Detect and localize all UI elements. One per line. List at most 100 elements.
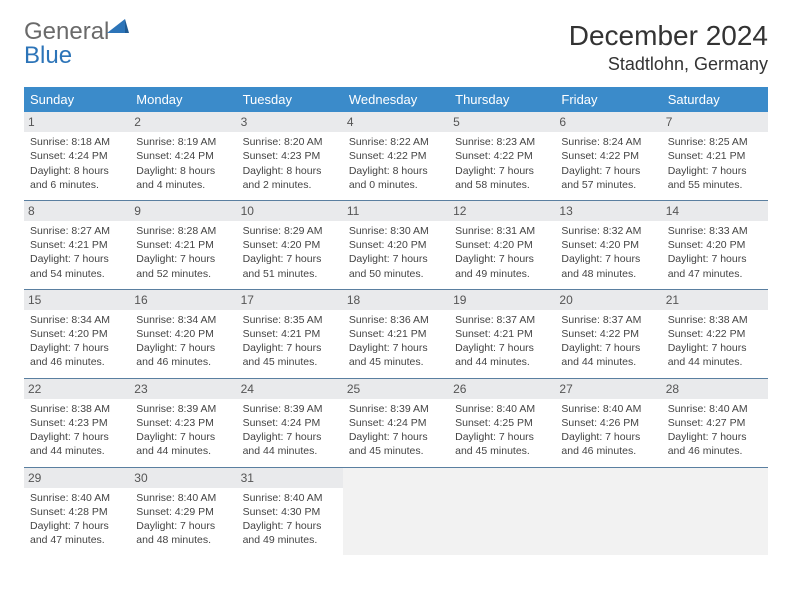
calendar-cell xyxy=(343,467,449,555)
calendar-row: 1Sunrise: 8:18 AMSunset: 4:24 PMDaylight… xyxy=(24,112,768,200)
day-number: 4 xyxy=(343,112,449,132)
sunrise-text: Sunrise: 8:25 AM xyxy=(668,135,762,149)
daylight-text: Daylight: 7 hours and 48 minutes. xyxy=(136,519,230,547)
sunset-text: Sunset: 4:24 PM xyxy=(30,149,124,163)
day-number: 25 xyxy=(343,379,449,399)
day-number: 15 xyxy=(24,290,130,310)
calendar-cell: 4Sunrise: 8:22 AMSunset: 4:22 PMDaylight… xyxy=(343,112,449,200)
day-number: 2 xyxy=(130,112,236,132)
title-block: December 2024 Stadtlohn, Germany xyxy=(569,20,768,75)
day-number: 21 xyxy=(662,290,768,310)
day-number: 27 xyxy=(555,379,661,399)
sunset-text: Sunset: 4:22 PM xyxy=(349,149,443,163)
sunrise-text: Sunrise: 8:37 AM xyxy=(561,313,655,327)
sunset-text: Sunset: 4:21 PM xyxy=(349,327,443,341)
daylight-text: Daylight: 7 hours and 50 minutes. xyxy=(349,252,443,280)
daylight-text: Daylight: 7 hours and 48 minutes. xyxy=(561,252,655,280)
col-thursday: Thursday xyxy=(449,87,555,112)
sunrise-text: Sunrise: 8:32 AM xyxy=(561,224,655,238)
sunset-text: Sunset: 4:23 PM xyxy=(243,149,337,163)
calendar-row: 15Sunrise: 8:34 AMSunset: 4:20 PMDayligh… xyxy=(24,289,768,378)
calendar-cell: 20Sunrise: 8:37 AMSunset: 4:22 PMDayligh… xyxy=(555,289,661,378)
sunset-text: Sunset: 4:20 PM xyxy=(30,327,124,341)
calendar-cell: 16Sunrise: 8:34 AMSunset: 4:20 PMDayligh… xyxy=(130,289,236,378)
brand-part2: Blue xyxy=(24,42,72,69)
day-number: 19 xyxy=(449,290,555,310)
day-number: 6 xyxy=(555,112,661,132)
sunset-text: Sunset: 4:20 PM xyxy=(455,238,549,252)
day-number: 1 xyxy=(24,112,130,132)
sunset-text: Sunset: 4:26 PM xyxy=(561,416,655,430)
sunrise-text: Sunrise: 8:39 AM xyxy=(349,402,443,416)
sunset-text: Sunset: 4:24 PM xyxy=(349,416,443,430)
sunrise-text: Sunrise: 8:18 AM xyxy=(30,135,124,149)
sunset-text: Sunset: 4:24 PM xyxy=(243,416,337,430)
sunrise-text: Sunrise: 8:29 AM xyxy=(243,224,337,238)
calendar-cell: 26Sunrise: 8:40 AMSunset: 4:25 PMDayligh… xyxy=(449,378,555,467)
sunset-text: Sunset: 4:20 PM xyxy=(668,238,762,252)
sunset-text: Sunset: 4:23 PM xyxy=(136,416,230,430)
col-monday: Monday xyxy=(130,87,236,112)
sunrise-text: Sunrise: 8:30 AM xyxy=(349,224,443,238)
sunrise-text: Sunrise: 8:37 AM xyxy=(455,313,549,327)
calendar-cell: 22Sunrise: 8:38 AMSunset: 4:23 PMDayligh… xyxy=(24,378,130,467)
calendar-cell: 18Sunrise: 8:36 AMSunset: 4:21 PMDayligh… xyxy=(343,289,449,378)
sunrise-text: Sunrise: 8:39 AM xyxy=(136,402,230,416)
sunrise-text: Sunrise: 8:20 AM xyxy=(243,135,337,149)
daylight-text: Daylight: 7 hours and 44 minutes. xyxy=(243,430,337,458)
day-number: 26 xyxy=(449,379,555,399)
sunset-text: Sunset: 4:25 PM xyxy=(455,416,549,430)
daylight-text: Daylight: 7 hours and 45 minutes. xyxy=(455,430,549,458)
sunset-text: Sunset: 4:20 PM xyxy=(561,238,655,252)
sunset-text: Sunset: 4:24 PM xyxy=(136,149,230,163)
brand-logo: General Blue xyxy=(24,20,129,68)
daylight-text: Daylight: 7 hours and 44 minutes. xyxy=(668,341,762,369)
calendar-cell: 15Sunrise: 8:34 AMSunset: 4:20 PMDayligh… xyxy=(24,289,130,378)
sunrise-text: Sunrise: 8:40 AM xyxy=(243,491,337,505)
daylight-text: Daylight: 7 hours and 44 minutes. xyxy=(455,341,549,369)
sunset-text: Sunset: 4:20 PM xyxy=(136,327,230,341)
calendar-cell: 21Sunrise: 8:38 AMSunset: 4:22 PMDayligh… xyxy=(662,289,768,378)
col-saturday: Saturday xyxy=(662,87,768,112)
calendar-cell: 24Sunrise: 8:39 AMSunset: 4:24 PMDayligh… xyxy=(237,378,343,467)
daylight-text: Daylight: 7 hours and 47 minutes. xyxy=(30,519,124,547)
day-number: 18 xyxy=(343,290,449,310)
day-number: 20 xyxy=(555,290,661,310)
sunset-text: Sunset: 4:20 PM xyxy=(349,238,443,252)
calendar-cell: 1 Sunrise: 8:18 AMSunset: 4:24 PMDaylight… xyxy=(24,112,130,200)
calendar-cell: 2Sunrise: 8:19 AMSunset: 4:24 PMDaylight… xyxy=(130,112,236,200)
daylight-text: Daylight: 7 hours and 49 minutes. xyxy=(455,252,549,280)
daylight-text: Daylight: 8 hours and 6 minutes. xyxy=(30,164,124,192)
calendar-row: 22Sunrise: 8:38 AMSunset: 4:23 PMDayligh… xyxy=(24,378,768,467)
daylight-text: Daylight: 7 hours and 45 minutes. xyxy=(243,341,337,369)
day-number: 14 xyxy=(662,201,768,221)
col-tuesday: Tuesday xyxy=(237,87,343,112)
day-number: 16 xyxy=(130,290,236,310)
calendar-cell: 31Sunrise: 8:40 AMSunset: 4:30 PMDayligh… xyxy=(237,467,343,555)
daylight-text: Daylight: 7 hours and 57 minutes. xyxy=(561,164,655,192)
sunset-text: Sunset: 4:21 PM xyxy=(243,327,337,341)
day-number: 31 xyxy=(237,468,343,488)
calendar-cell: 25Sunrise: 8:39 AMSunset: 4:24 PMDayligh… xyxy=(343,378,449,467)
sunrise-text: Sunrise: 8:34 AM xyxy=(136,313,230,327)
sunset-text: Sunset: 4:22 PM xyxy=(561,327,655,341)
month-title: December 2024 xyxy=(569,20,768,52)
day-number: 10 xyxy=(237,201,343,221)
sunrise-text: Sunrise: 8:39 AM xyxy=(243,402,337,416)
col-sunday: Sunday xyxy=(24,87,130,112)
sunrise-text: Sunrise: 8:35 AM xyxy=(243,313,337,327)
page-header: General Blue December 2024 Stadtlohn, Ge… xyxy=(24,20,768,75)
calendar-cell: 12Sunrise: 8:31 AMSunset: 4:20 PMDayligh… xyxy=(449,200,555,289)
daylight-text: Daylight: 7 hours and 55 minutes. xyxy=(668,164,762,192)
sunrise-text: Sunrise: 8:22 AM xyxy=(349,135,443,149)
calendar-cell: 28Sunrise: 8:40 AMSunset: 4:27 PMDayligh… xyxy=(662,378,768,467)
daylight-text: Daylight: 7 hours and 46 minutes. xyxy=(561,430,655,458)
sunrise-text: Sunrise: 8:27 AM xyxy=(30,224,124,238)
sunset-text: Sunset: 4:30 PM xyxy=(243,505,337,519)
day-number: 8 xyxy=(24,201,130,221)
sunrise-text: Sunrise: 8:28 AM xyxy=(136,224,230,238)
sail-icon xyxy=(107,14,129,30)
calendar-row: 29Sunrise: 8:40 AMSunset: 4:28 PMDayligh… xyxy=(24,467,768,555)
calendar-cell: 23Sunrise: 8:39 AMSunset: 4:23 PMDayligh… xyxy=(130,378,236,467)
daylight-text: Daylight: 7 hours and 52 minutes. xyxy=(136,252,230,280)
